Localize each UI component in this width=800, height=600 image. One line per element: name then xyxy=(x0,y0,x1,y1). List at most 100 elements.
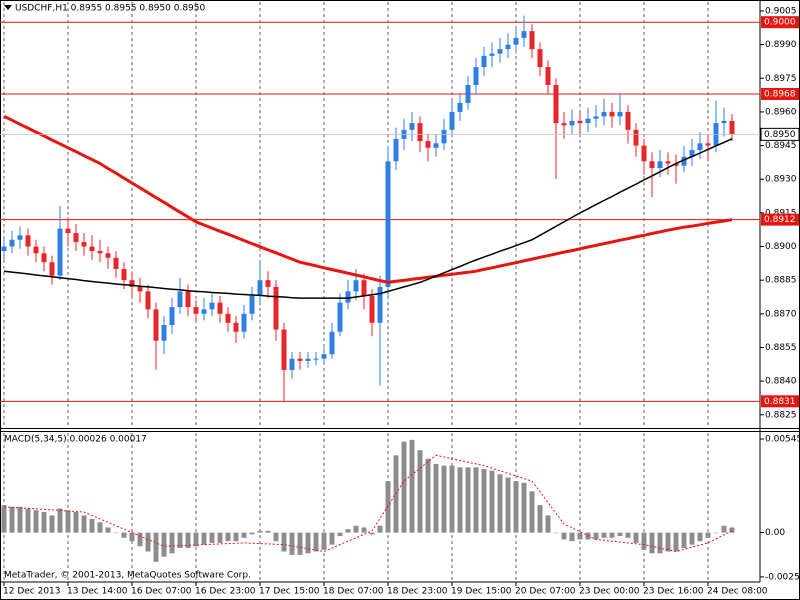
y-tick-label: -0.00258 xyxy=(765,572,800,582)
macd-bar xyxy=(713,532,719,534)
candle-body xyxy=(321,354,327,359)
macd-bar xyxy=(449,465,455,533)
candle-body xyxy=(385,161,391,287)
candle-body xyxy=(233,322,239,332)
macd-bar xyxy=(209,532,215,543)
macd-bar xyxy=(217,532,223,543)
macd-bar xyxy=(241,532,247,538)
candle-body xyxy=(609,111,615,117)
candle-body xyxy=(505,44,511,50)
macd-bar xyxy=(121,532,127,538)
macd-bar xyxy=(681,532,687,549)
macd-bar xyxy=(185,532,191,549)
candle-body xyxy=(465,85,471,103)
candle-body xyxy=(585,118,591,124)
candle-body xyxy=(705,143,711,146)
macd-bar xyxy=(649,532,655,554)
candle-body xyxy=(129,280,135,287)
macd-bar xyxy=(145,532,151,552)
y-tick-label: 0.8900 xyxy=(765,242,797,252)
macd-bar xyxy=(697,532,703,542)
macd-bar xyxy=(105,527,111,533)
x-tick-label: 16 Dec 23:00 xyxy=(195,587,256,597)
macd-bar xyxy=(425,458,431,533)
candle-body xyxy=(729,120,735,135)
macd-bar xyxy=(657,532,663,554)
candle-body xyxy=(489,53,495,56)
macd-bar xyxy=(273,532,279,542)
x-tick-label: 18 Dec 23:00 xyxy=(387,587,448,597)
macd-bar xyxy=(633,532,639,543)
macd-bar xyxy=(257,530,263,533)
candle-body xyxy=(433,143,439,148)
y-tick-label: 0.8885 xyxy=(765,276,797,286)
macd-bar xyxy=(641,532,647,550)
level-label: 0.8968 xyxy=(764,89,796,99)
y-tick-label: 0.8870 xyxy=(765,309,797,319)
panel-title: USDCHF,H1 0.8955 0.8955 0.8950 0.8950 xyxy=(15,4,205,14)
x-tick-label: 23 Dec 00:00 xyxy=(579,587,640,597)
level-label-box xyxy=(761,16,799,29)
candle-body xyxy=(121,268,127,281)
macd-bar xyxy=(545,515,551,533)
macd-bar xyxy=(529,491,535,533)
macd-bar xyxy=(49,515,55,533)
candle-body xyxy=(625,111,631,130)
candle-body xyxy=(25,235,31,247)
x-tick-label: 18 Dec 07:00 xyxy=(323,587,384,597)
y-tick-label: 0.9005 xyxy=(765,6,797,16)
candle-body xyxy=(633,129,639,146)
candle-body xyxy=(361,280,367,296)
current-price-box xyxy=(760,127,800,141)
candle-body xyxy=(177,291,183,308)
candle-body xyxy=(417,123,423,142)
macd-bar xyxy=(345,529,351,533)
y-tick-label: 0.8990 xyxy=(765,40,797,50)
candle-body xyxy=(409,123,415,130)
macd-bar xyxy=(177,532,183,549)
macd-bar xyxy=(73,511,79,533)
macd-bar xyxy=(441,465,447,533)
candle-body xyxy=(529,31,535,50)
macd-bar xyxy=(153,532,159,562)
macd-bar xyxy=(457,467,463,533)
candle-body xyxy=(81,242,87,247)
macd-bar xyxy=(225,532,231,542)
candle-body xyxy=(289,358,295,370)
y-tick-label: 0.8960 xyxy=(765,107,797,117)
macd-bar xyxy=(57,508,63,533)
macd-bar xyxy=(129,532,135,542)
candle-body xyxy=(329,331,335,355)
macd-bar xyxy=(489,470,495,533)
macd-bar xyxy=(417,450,423,533)
macd-bar xyxy=(433,463,439,533)
macd-bar xyxy=(521,482,527,533)
candle-body xyxy=(201,309,207,314)
candle-body xyxy=(73,233,79,243)
candle-body xyxy=(1,246,7,252)
y-tick-label: 0.00545 xyxy=(765,435,800,445)
candle-body xyxy=(521,31,527,38)
candle-body xyxy=(313,358,319,360)
candle-body xyxy=(697,143,703,151)
candle-body xyxy=(601,111,607,117)
candle-body xyxy=(241,313,247,332)
candle-body xyxy=(425,141,431,148)
y-tick-label: 0.8825 xyxy=(765,410,797,420)
macd-bar xyxy=(625,532,631,538)
macd-bar xyxy=(233,532,239,542)
candle-body xyxy=(657,161,663,169)
macd-bar xyxy=(561,532,567,540)
candle-body xyxy=(17,235,23,240)
level-label: 0.8912 xyxy=(764,215,796,225)
menu-triangle xyxy=(4,5,12,10)
macd-bar xyxy=(201,532,207,545)
macd-bar xyxy=(369,532,375,535)
macd-bar xyxy=(265,530,271,533)
level-label: 0.8831 xyxy=(764,397,796,407)
macd-bar xyxy=(353,525,359,533)
macd-bar xyxy=(497,474,503,533)
x-tick-label: 13 Dec 14:00 xyxy=(67,587,128,597)
candle-body xyxy=(681,156,687,166)
